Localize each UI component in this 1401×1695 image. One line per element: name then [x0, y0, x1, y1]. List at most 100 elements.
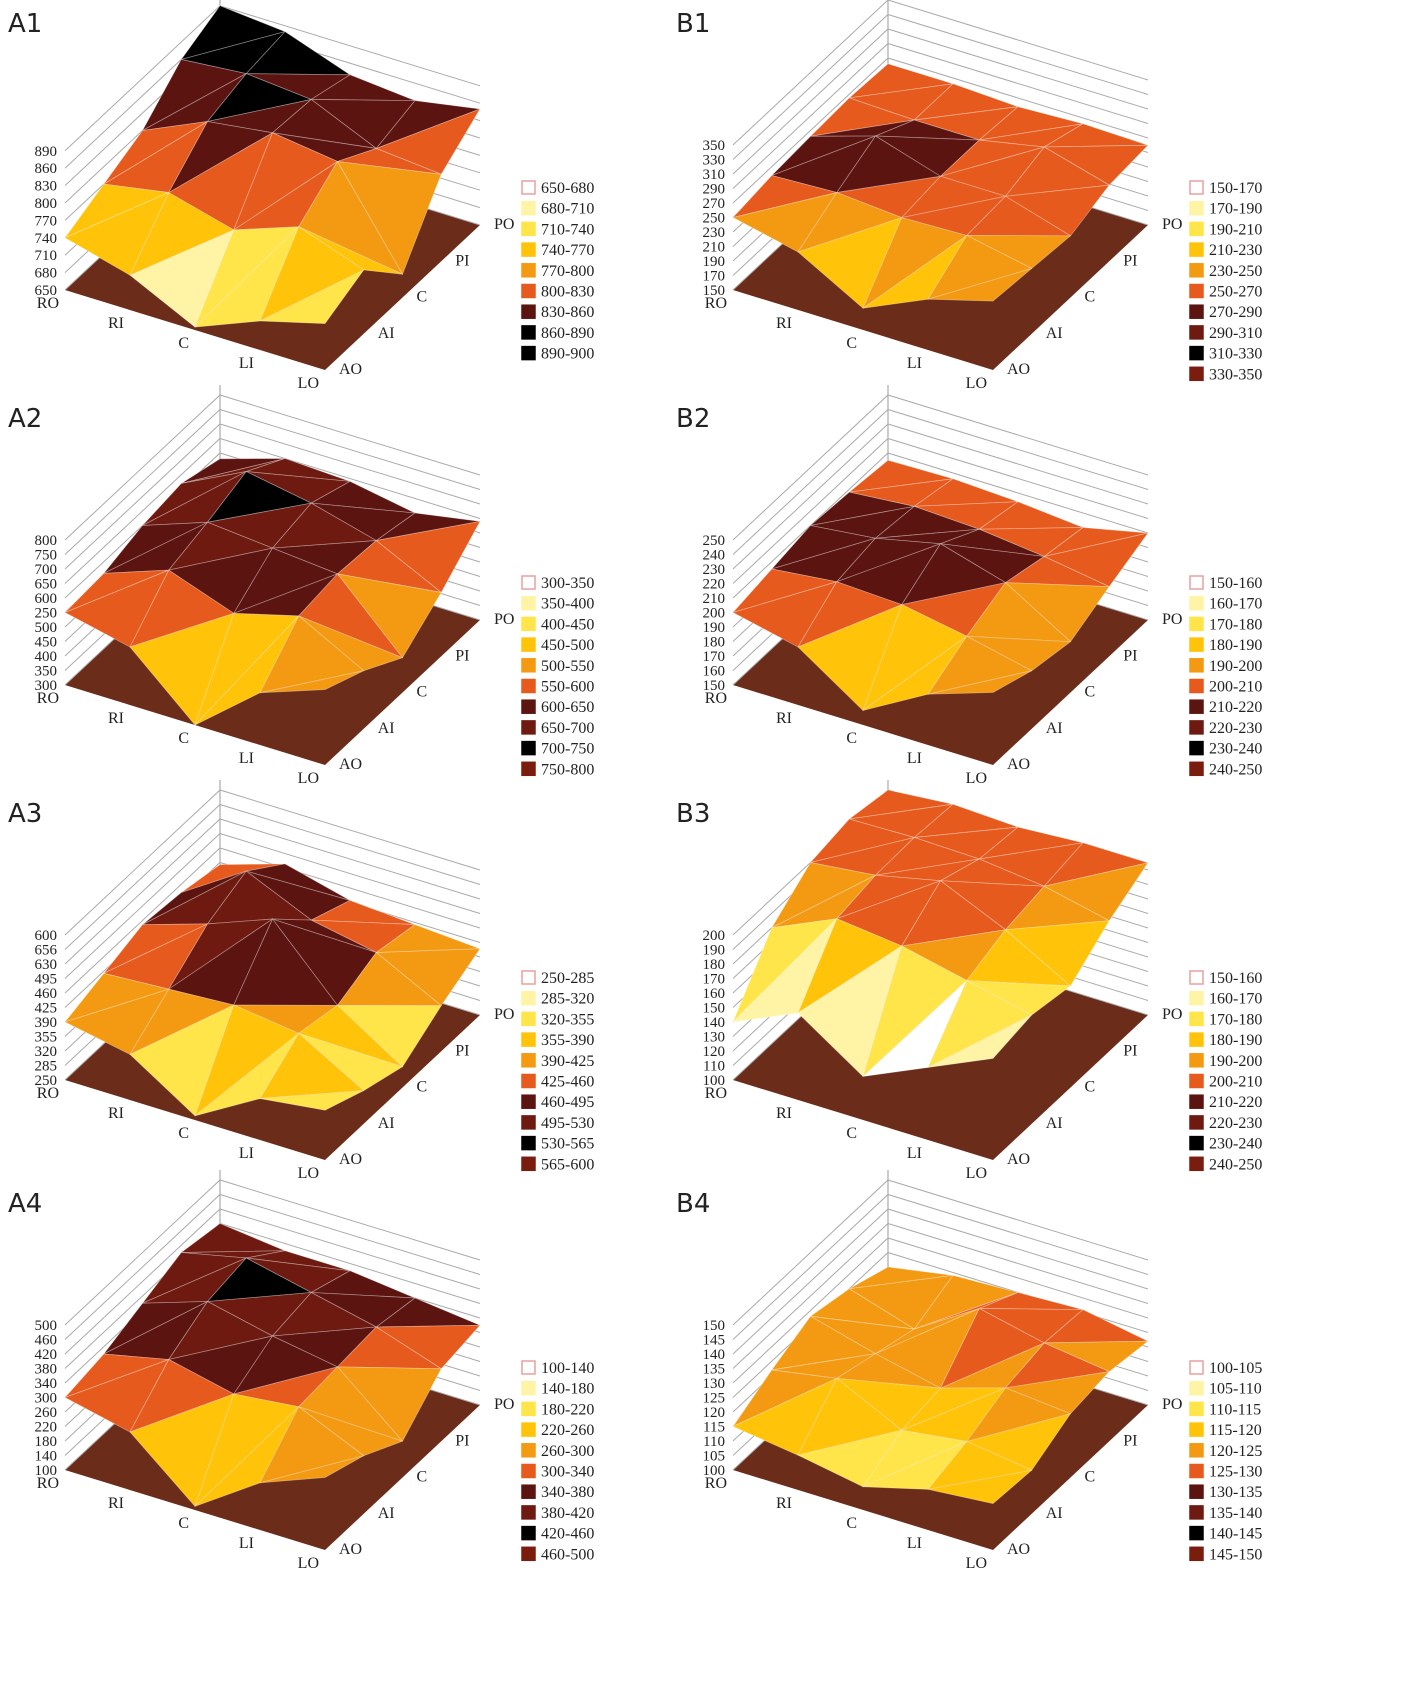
legend-label: 320-355	[541, 1011, 594, 1028]
x-category-label: LI	[907, 1145, 922, 1162]
legend-swatch	[521, 1546, 536, 1562]
z-tick-label: 240	[703, 548, 726, 564]
wall-grid-line	[732, 437, 1149, 584]
wall-grid-line	[732, 57, 1149, 204]
z-tick-label: 830	[35, 179, 58, 195]
y-category-label: PO	[1162, 611, 1182, 628]
z-tick-label: 145	[703, 1333, 726, 1349]
z-tick-label: 130	[703, 1030, 726, 1046]
panel-title: B3	[676, 799, 710, 829]
legend-swatch	[521, 1484, 536, 1499]
legend-swatch	[521, 699, 536, 714]
y-category-label: AI	[1046, 720, 1063, 737]
z-tick-label: 220	[35, 1420, 58, 1436]
surface-face	[259, 1090, 365, 1111]
legend-swatch	[521, 1135, 536, 1151]
surface-face	[337, 952, 442, 1007]
y-category-label: AO	[339, 1541, 362, 1558]
z-tick-label: 200	[703, 606, 726, 622]
legend-label: 200-210	[1209, 679, 1262, 696]
y-category-label: C	[1085, 1469, 1096, 1486]
legend-swatch	[521, 658, 536, 673]
legend-swatch	[521, 200, 536, 216]
legend-label: 750-800	[541, 761, 594, 778]
z-tick-label: 390	[35, 1015, 58, 1031]
wall-grid-line	[732, 1237, 1149, 1384]
wall-grid-line	[64, 1208, 481, 1355]
legend-label: 330-350	[1209, 366, 1262, 383]
z-tick-label: 300	[35, 678, 58, 694]
wall-grid-line	[64, 832, 481, 979]
surface-face	[245, 863, 351, 901]
surface-face	[142, 870, 247, 926]
z-tick-label: 650	[35, 577, 58, 593]
y-category-label: AI	[378, 1505, 395, 1522]
z-tick-label: 300	[35, 1391, 58, 1407]
wall-grid-line	[64, 803, 481, 950]
y-category-label: AI	[1046, 325, 1063, 342]
x-category-label: C	[178, 1125, 189, 1142]
z-tick-label: 630	[35, 957, 58, 973]
legend-swatch	[521, 221, 536, 237]
legend-swatch	[521, 616, 536, 632]
legend-swatch	[1189, 325, 1204, 340]
z-tick-label: 750	[35, 548, 58, 564]
x-category-label: C	[846, 1125, 857, 1142]
z-tick-label: 130	[703, 1376, 726, 1392]
x-category-label: RI	[108, 1495, 124, 1512]
legend-swatch	[521, 1401, 536, 1417]
legend-swatch	[521, 263, 536, 278]
x-category-label: C	[846, 730, 857, 747]
surface-face	[913, 1275, 1019, 1330]
z-tick-label: 250	[35, 1073, 58, 1089]
x-category-label: C	[178, 335, 189, 352]
legend-label: 380-420	[541, 1505, 594, 1522]
legend-label: 240-250	[1209, 1156, 1262, 1173]
legend-swatch	[521, 1525, 536, 1541]
z-tick-label: 105	[703, 1449, 726, 1465]
x-category-label: LI	[907, 1535, 922, 1552]
legend-swatch	[521, 1094, 536, 1109]
y-category-label: AO	[339, 1151, 362, 1168]
x-category-label: RI	[108, 315, 124, 332]
legend-swatch	[1189, 1546, 1204, 1562]
legend-swatch	[1189, 970, 1204, 985]
z-tick-label: 220	[703, 577, 726, 593]
wall-grid-line	[64, 1179, 481, 1326]
z-tick-label: 450	[35, 635, 58, 651]
legend-label: 210-220	[1209, 1094, 1262, 1111]
z-tick-label: 120	[703, 1405, 726, 1421]
surface-face	[927, 268, 1033, 302]
legend-label: 770-800	[541, 263, 594, 280]
surface-face	[848, 1266, 954, 1290]
x-category-label: LO	[298, 1165, 319, 1182]
x-category-label: LO	[966, 770, 987, 787]
y-category-label: PI	[1123, 647, 1137, 664]
surface-face	[310, 481, 416, 514]
x-category-label: RI	[776, 315, 792, 332]
legend-label: 110-115	[1209, 1401, 1261, 1418]
surface-face	[259, 269, 365, 325]
x-category-label: LI	[907, 355, 922, 372]
z-tick-label: 260	[35, 1405, 58, 1421]
legend-label: 210-220	[1209, 699, 1262, 716]
x-category-label: C	[178, 730, 189, 747]
surface-face	[129, 612, 235, 726]
legend-label: 260-300	[541, 1443, 594, 1460]
legend-swatch	[521, 283, 536, 299]
wall-grid-line	[64, 789, 481, 936]
wall-grid-line	[732, 0, 1149, 146]
legend-label: 230-240	[1209, 1136, 1262, 1153]
y-category-label: AI	[378, 720, 395, 737]
legend-label: 420-460	[541, 1526, 594, 1543]
legend-label: 400-450	[541, 616, 594, 633]
legend-swatch	[1189, 1011, 1204, 1027]
z-tick-label: 250	[703, 533, 726, 549]
z-tick-label: 110	[703, 1059, 725, 1075]
surface-face	[940, 139, 1045, 177]
wall-grid-line	[732, 1193, 1149, 1340]
